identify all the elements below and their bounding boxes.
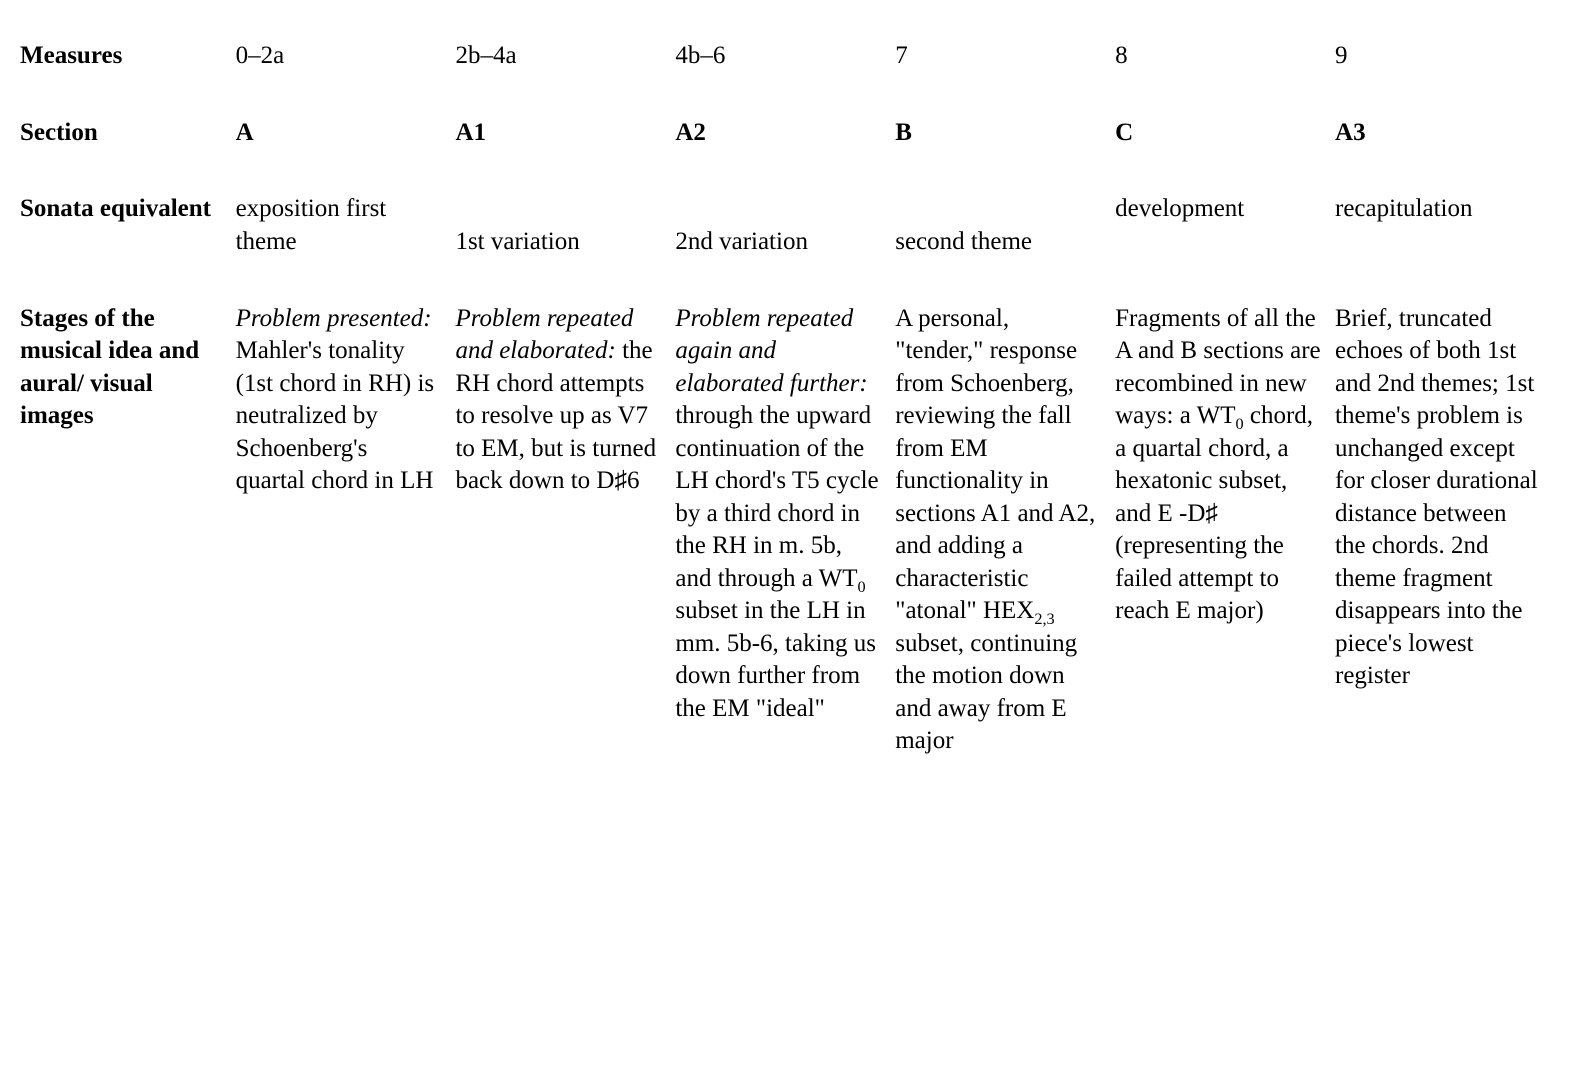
- cell-sonata-3: second theme: [895, 193, 1115, 303]
- row-measures: Measures 0–2a 2b–4a 4b–6 7 8 9: [20, 40, 1555, 117]
- row-stages: Stages of the musical idea and aural/ vi…: [20, 303, 1555, 802]
- row-label-section: Section: [20, 117, 236, 194]
- row-sonata: Sonata equivalent exposition first theme…: [20, 193, 1555, 303]
- cell-sonata-5: recapitulation: [1335, 193, 1555, 303]
- row-label-measures: Measures: [20, 40, 236, 117]
- stages-0-italic: Problem presented:: [236, 305, 432, 332]
- cell-measures-5: 9: [1335, 40, 1555, 117]
- cell-section-3: B: [895, 117, 1115, 194]
- row-section: Section A A1 A2 B C A3: [20, 117, 1555, 194]
- cell-stages-4: Fragments of all the A and B sections ar…: [1115, 303, 1335, 802]
- cell-section-5: A3: [1335, 117, 1555, 194]
- cell-measures-3: 7: [895, 40, 1115, 117]
- row-label-sonata: Sonata equivalent: [20, 193, 236, 303]
- cell-stages-1: Problem repeated and elaborated: the RH …: [455, 303, 675, 802]
- cell-stages-3: A personal, "tender," response from Scho…: [895, 303, 1115, 802]
- stages-2-italic: Problem repeated again and elaborated fu…: [675, 305, 867, 397]
- analysis-table: Measures 0–2a 2b–4a 4b–6 7 8 9 Section A…: [20, 40, 1555, 802]
- cell-sonata-4: development: [1115, 193, 1335, 303]
- row-label-stages: Stages of the musical idea and aural/ vi…: [20, 303, 236, 802]
- cell-section-1: A1: [455, 117, 675, 194]
- cell-section-0: A: [236, 117, 456, 194]
- stages-3-text: A personal, "tender," response from Scho…: [895, 305, 1095, 755]
- stages-5-text: Brief, truncated echoes of both 1st and …: [1335, 305, 1538, 690]
- cell-sonata-2: 2nd variation: [675, 193, 895, 303]
- cell-section-4: C: [1115, 117, 1335, 194]
- cell-measures-2: 4b–6: [675, 40, 895, 117]
- cell-section-2: A2: [675, 117, 895, 194]
- cell-measures-4: 8: [1115, 40, 1335, 117]
- cell-stages-2: Problem repeated again and elaborated fu…: [675, 303, 895, 802]
- stages-1-italic: Problem repeated and elaborated:: [455, 305, 633, 365]
- stages-4-text: Fragments of all the A and B sections ar…: [1115, 305, 1321, 625]
- cell-stages-0: Problem presented: Mahler's tonality (1s…: [236, 303, 456, 802]
- cell-sonata-0: exposition first theme: [236, 193, 456, 303]
- cell-measures-1: 2b–4a: [455, 40, 675, 117]
- cell-stages-5: Brief, truncated echoes of both 1st and …: [1335, 303, 1555, 802]
- stages-2-rest: through the upward continuation of the L…: [675, 402, 878, 722]
- cell-measures-0: 0–2a: [236, 40, 456, 117]
- stages-0-rest: Mahler's tonality (1st chord in RH) is n…: [236, 337, 435, 494]
- cell-sonata-1: 1st variation: [455, 193, 675, 303]
